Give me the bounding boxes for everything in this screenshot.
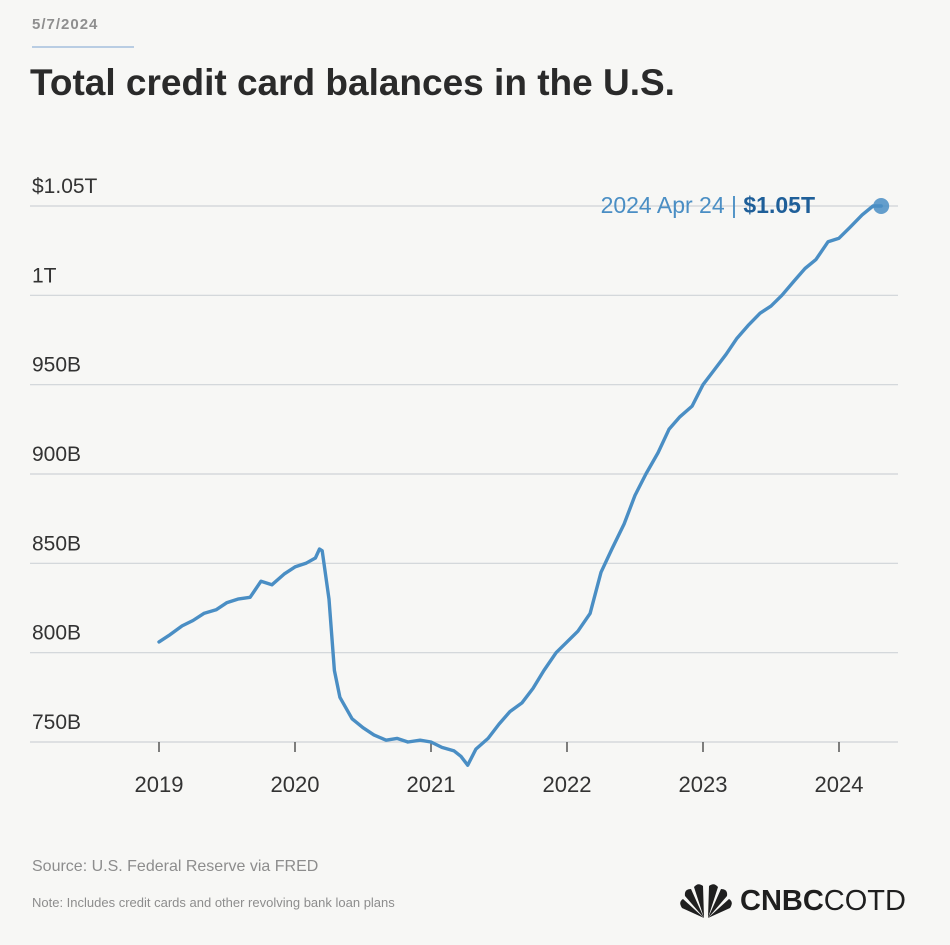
annotation-separator: | [731,192,743,218]
cnbc-logo: CNBC COTD [676,878,906,924]
chart-plot: 750B 800B 850B 900B 950B 1T $1.05T 2019 2020 2021… [30,175,898,797]
x-tick-label: 2021 [407,772,456,797]
note-text: Note: Includes credit cards and other re… [32,895,395,910]
logo-suffix-text: COTD [823,884,906,917]
y-tick-label: 1T [32,264,57,287]
x-tick-label: 2019 [135,772,184,797]
peacock-icon [680,884,732,918]
logo-brand-text: CNBC [740,884,824,917]
source-text: Source: U.S. Federal Reserve via FRED [32,858,319,875]
date-underline [32,46,134,48]
chart-date: 5/7/2024 [32,16,99,33]
y-tick-label: 950B [32,354,81,377]
series-line [157,204,883,767]
x-tick-label: 2022 [543,772,592,797]
x-tick-label: 2023 [679,772,728,797]
y-tick-label: 750B [32,711,81,734]
y-tick-label: 800B [32,622,81,645]
x-tick-label: 2024 [815,772,864,797]
annotation-label: 2024 Apr 24 | $1.05T [601,192,815,218]
latest-point-marker [873,198,890,214]
chart-title: Total credit card balances in the U.S. [30,62,675,103]
y-tick-label: $1.05T [32,175,98,198]
annotation-value: $1.05T [743,192,815,218]
y-tick-label: 850B [32,532,81,555]
y-tick-label: 900B [32,443,81,466]
x-tick-label: 2020 [271,772,320,797]
annotation-date: 2024 Apr 24 [601,192,731,218]
